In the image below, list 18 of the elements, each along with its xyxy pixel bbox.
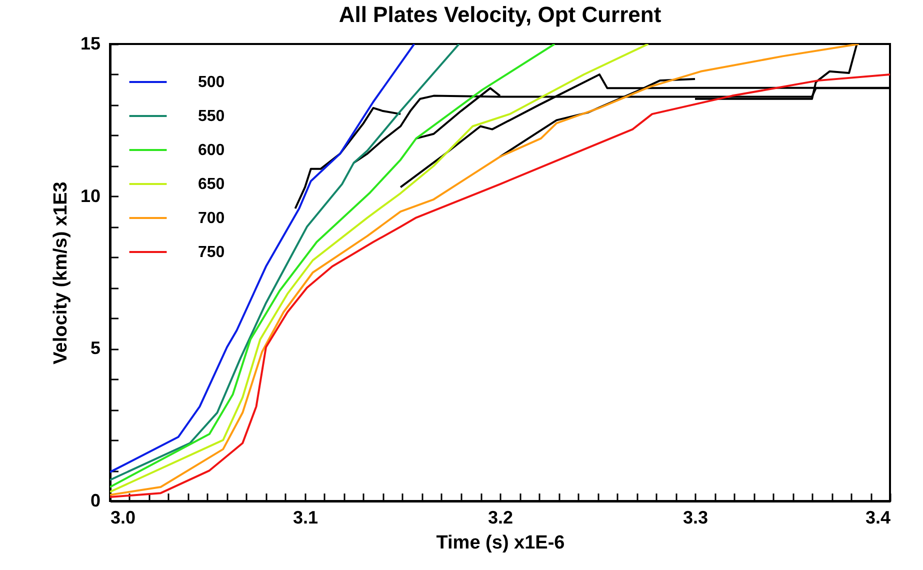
legend-label: 650 (198, 176, 225, 193)
y-axis-title: Velocity (km/s) x1E3 (50, 182, 72, 364)
legend-label: 550 (198, 108, 225, 125)
y-tick-label: 15 (80, 34, 100, 54)
chart-title: All Plates Velocity, Opt Current (338, 2, 662, 27)
x-tick-label: 3.1 (292, 508, 318, 528)
legend-label: 750 (198, 244, 225, 261)
legend-label: 700 (198, 210, 225, 227)
legend-label: 500 (198, 74, 225, 91)
x-tick-label: 3.4 (865, 508, 890, 528)
x-tick-label: 3.2 (488, 508, 514, 528)
y-tick-label: 10 (80, 186, 100, 206)
x-tick-label: 3.0 (110, 508, 136, 528)
x-axis-title: Time (s) x1E-6 (436, 532, 565, 554)
y-tick-label: 0 (90, 490, 100, 510)
y-tick-label: 5 (90, 338, 100, 358)
legend-label: 600 (198, 142, 225, 159)
x-tick-label: 3.3 (682, 508, 708, 528)
